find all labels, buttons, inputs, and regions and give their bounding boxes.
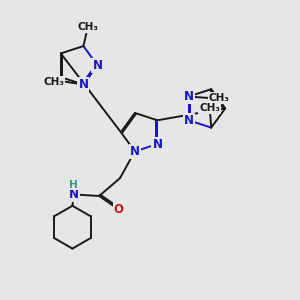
Text: N: N [92,59,102,72]
Text: O: O [113,203,124,216]
Text: N: N [184,114,194,127]
Text: N: N [130,145,140,158]
Text: N: N [184,90,194,103]
Text: N: N [152,137,162,151]
Text: N: N [69,188,79,201]
Text: H: H [69,180,78,190]
Text: N: N [78,78,88,91]
Text: CH₃: CH₃ [43,76,64,86]
Text: CH₃: CH₃ [199,103,220,113]
Text: CH₃: CH₃ [77,22,98,32]
Text: CH₃: CH₃ [209,93,230,103]
